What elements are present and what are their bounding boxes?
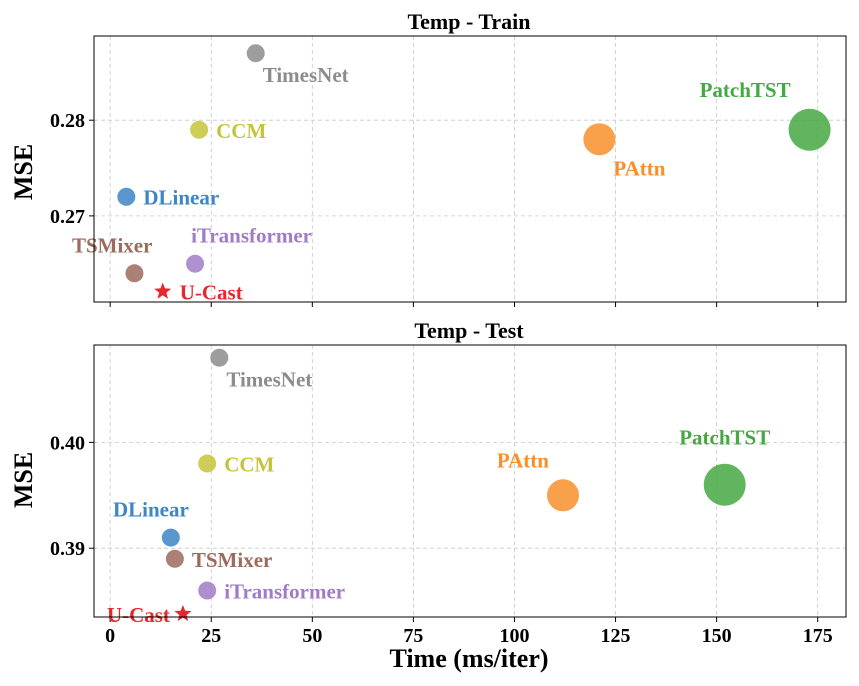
point-label-timesnet: TimesNet — [263, 63, 349, 87]
subplot-train: Temp - Train MSE 0.27 0.28 TimesNet CCM DLi… — [9, 9, 847, 307]
point-label-tsmixer: TSMixer — [192, 548, 272, 572]
point-label-dlinear: DLinear — [113, 498, 189, 522]
y-tick-label: 0.28 — [50, 110, 85, 132]
y-axis-label-test: MSE — [9, 452, 38, 508]
x-tick-label: 0 — [105, 625, 115, 647]
point-label-ccm: CCM — [216, 119, 266, 143]
x-tick-label: 25 — [201, 625, 221, 647]
x-tick-label: 100 — [499, 625, 529, 647]
subplot-test: Temp - Test MSE 0.39 0.40 0 25 50 75 100 125 15… — [9, 318, 847, 673]
point-ccm — [190, 120, 209, 139]
y-tick-label: 0.39 — [50, 538, 85, 560]
plot-frame-test — [93, 344, 847, 618]
point-u-cast — [154, 282, 172, 299]
point-tsmixer — [165, 549, 184, 568]
point-pattn — [546, 479, 579, 512]
point-tsmixer — [125, 264, 144, 283]
x-tick-label: 150 — [702, 625, 732, 647]
point-label-patchtst: PatchTST — [679, 426, 770, 450]
y-tick-label: 0.27 — [50, 206, 85, 228]
point-label-itransformer: iTransformer — [224, 580, 345, 604]
point-label-dlinear: DLinear — [143, 186, 219, 210]
subplot-title-test: Temp - Test — [414, 318, 524, 343]
y-tick-label: 0.40 — [50, 432, 85, 454]
point-label-u-cast: U-Cast — [107, 603, 170, 627]
point-timesnet — [246, 44, 265, 63]
point-timesnet — [210, 348, 229, 367]
point-label-ccm: CCM — [224, 453, 274, 477]
x-tick-label: 75 — [403, 625, 423, 647]
plot-frame-train — [93, 35, 847, 303]
point-label-itransformer: iTransformer — [191, 224, 312, 248]
point-label-timesnet: TimesNet — [226, 368, 312, 392]
point-u-cast — [174, 604, 192, 622]
points-train: TimesNet CCM DLinear TSMixer iTransformer U-C… — [72, 44, 831, 304]
point-label-tsmixer: TSMixer — [72, 233, 152, 257]
x-tick-label: 175 — [803, 625, 833, 647]
point-dlinear — [161, 528, 180, 547]
x-ticks-train — [109, 302, 819, 307]
y-ticks-test: 0.39 0.40 — [50, 432, 94, 560]
gridlines-test — [94, 345, 846, 617]
x-tick-label: 125 — [601, 625, 631, 647]
x-axis-label: Time (ms/iter) — [389, 644, 548, 673]
x-tick-label: 50 — [302, 625, 322, 647]
point-label-u-cast: U-Cast — [180, 280, 243, 304]
point-patchtst — [703, 463, 746, 506]
point-label-pattn: PAttn — [497, 448, 549, 472]
point-ccm — [198, 454, 217, 473]
point-itransformer — [186, 254, 205, 273]
points-test: TimesNet CCM DLinear TSMixer iTransformer U-C… — [107, 348, 770, 627]
point-itransformer — [198, 581, 217, 600]
point-label-patchtst: PatchTST — [700, 78, 791, 102]
y-axis-label-train: MSE — [9, 144, 38, 200]
point-pattn — [583, 123, 616, 156]
point-dlinear — [117, 187, 136, 206]
point-label-pattn: PAttn — [613, 156, 665, 180]
gridlines-train — [94, 36, 846, 302]
subplot-title-train: Temp - Train — [407, 9, 530, 34]
point-patchtst — [788, 108, 831, 151]
x-ticks-test: 0 25 50 75 100 125 150 175 — [105, 617, 833, 647]
y-ticks-train: 0.27 0.28 — [50, 110, 94, 228]
